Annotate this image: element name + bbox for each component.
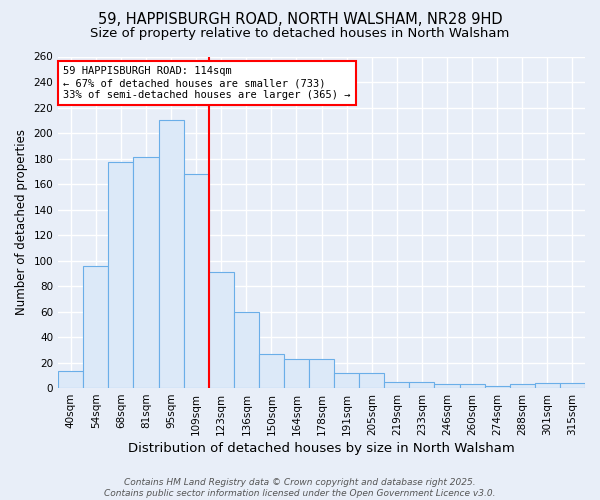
Bar — [385, 382, 409, 388]
Bar — [209, 272, 234, 388]
Text: Size of property relative to detached houses in North Walsham: Size of property relative to detached ho… — [91, 28, 509, 40]
Bar — [234, 312, 259, 388]
Bar — [409, 382, 434, 388]
Bar — [83, 266, 109, 388]
Bar — [334, 373, 359, 388]
Bar — [259, 354, 284, 388]
Text: Contains HM Land Registry data © Crown copyright and database right 2025.
Contai: Contains HM Land Registry data © Crown c… — [104, 478, 496, 498]
Bar — [158, 120, 184, 388]
Bar — [485, 386, 510, 388]
Bar — [309, 358, 334, 388]
Bar — [359, 373, 385, 388]
Bar — [535, 383, 560, 388]
Bar — [109, 162, 133, 388]
Bar — [133, 157, 158, 388]
Bar — [434, 384, 460, 388]
Bar — [284, 358, 309, 388]
X-axis label: Distribution of detached houses by size in North Walsham: Distribution of detached houses by size … — [128, 442, 515, 455]
Bar — [510, 384, 535, 388]
Bar — [184, 174, 209, 388]
Bar — [560, 383, 585, 388]
Text: 59, HAPPISBURGH ROAD, NORTH WALSHAM, NR28 9HD: 59, HAPPISBURGH ROAD, NORTH WALSHAM, NR2… — [98, 12, 502, 28]
Bar — [58, 372, 83, 388]
Text: 59 HAPPISBURGH ROAD: 114sqm
← 67% of detached houses are smaller (733)
33% of se: 59 HAPPISBURGH ROAD: 114sqm ← 67% of det… — [64, 66, 351, 100]
Bar — [460, 384, 485, 388]
Y-axis label: Number of detached properties: Number of detached properties — [15, 130, 28, 316]
